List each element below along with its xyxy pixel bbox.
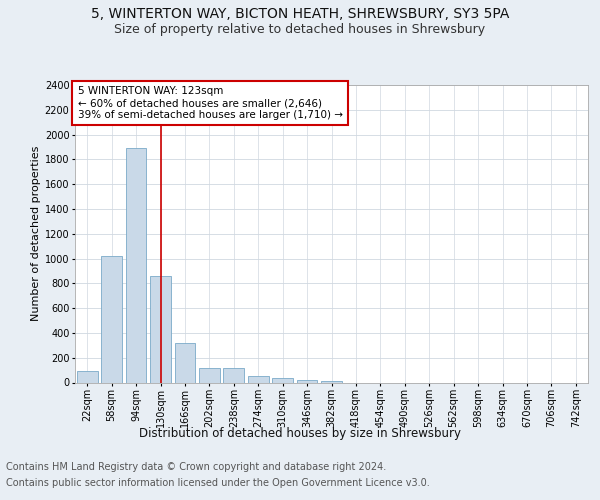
- Y-axis label: Number of detached properties: Number of detached properties: [31, 146, 41, 322]
- Bar: [223, 368, 244, 382]
- Bar: [77, 372, 98, 382]
- Text: Contains HM Land Registry data © Crown copyright and database right 2024.: Contains HM Land Registry data © Crown c…: [6, 462, 386, 472]
- Text: 5, WINTERTON WAY, BICTON HEATH, SHREWSBURY, SY3 5PA: 5, WINTERTON WAY, BICTON HEATH, SHREWSBU…: [91, 8, 509, 22]
- Bar: [199, 368, 220, 382]
- Bar: [150, 276, 171, 382]
- Text: Distribution of detached houses by size in Shrewsbury: Distribution of detached houses by size …: [139, 428, 461, 440]
- Bar: [125, 148, 146, 382]
- Bar: [321, 380, 342, 382]
- Bar: [272, 378, 293, 382]
- Bar: [296, 380, 317, 382]
- Text: 5 WINTERTON WAY: 123sqm
← 60% of detached houses are smaller (2,646)
39% of semi: 5 WINTERTON WAY: 123sqm ← 60% of detache…: [77, 86, 343, 120]
- Bar: [175, 343, 196, 382]
- Bar: [101, 256, 122, 382]
- Text: Size of property relative to detached houses in Shrewsbury: Size of property relative to detached ho…: [115, 22, 485, 36]
- Text: Contains public sector information licensed under the Open Government Licence v3: Contains public sector information licen…: [6, 478, 430, 488]
- Bar: [248, 376, 269, 382]
